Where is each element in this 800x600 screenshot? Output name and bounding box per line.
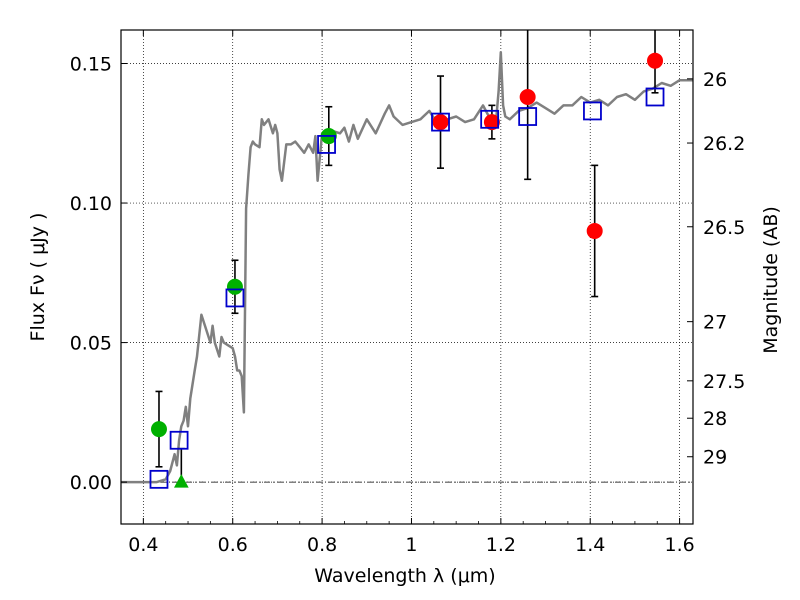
red-data-point	[432, 114, 449, 131]
magnitude-tick-label: 28	[703, 408, 727, 430]
magnitude-tick-label: 26.5	[703, 217, 745, 239]
model-square-marker	[225, 288, 245, 308]
model-square-marker	[518, 107, 538, 126]
x-tick-label: 1.6	[664, 534, 694, 556]
y-tick-label: 0.05	[70, 333, 112, 355]
red-data-point	[647, 52, 664, 69]
x-tick-label: 1.4	[575, 534, 605, 556]
magnitude-axis-label: Magnitude (AB)	[760, 206, 782, 354]
magnitude-tick-label: 26	[703, 69, 727, 91]
model-square-marker	[645, 87, 665, 107]
model-spectrum-line	[121, 51, 693, 484]
red-data-point	[519, 88, 536, 105]
magnitude-tick-label: 26.2	[703, 133, 745, 155]
y-tick-label: 0.00	[70, 472, 112, 494]
model-square-marker	[149, 469, 169, 489]
model-square-marker	[583, 101, 602, 121]
x-tick-label: 0.6	[218, 534, 248, 556]
model-square-marker	[317, 135, 336, 154]
model-square-marker	[169, 430, 189, 450]
green-data-point	[226, 278, 243, 295]
model-square-marker	[480, 109, 500, 129]
y-tick-label: 0.10	[70, 193, 112, 215]
grid-lines	[121, 30, 693, 524]
plot-frame	[120, 29, 694, 525]
red-data-point	[483, 114, 500, 131]
x-tick-label: 0.4	[128, 534, 158, 556]
magnitude-tick-label: 27.5	[703, 371, 745, 393]
upper-limit-triangle-marker	[173, 474, 189, 488]
magnitude-tick-label: 27	[703, 312, 727, 334]
x-axis-label: Wavelength λ (μm)	[314, 565, 495, 587]
red-data-point	[586, 222, 603, 239]
model-square-marker	[431, 112, 450, 132]
magnitude-axis-ticks: 26 26.2 26.5 27 27.5 28 29	[687, 69, 745, 469]
x-tick-label: 1.2	[486, 534, 516, 556]
data-markers	[149, 52, 665, 489]
y-axis-label: Flux Fν ( μJy )	[27, 213, 49, 342]
y-tick-label: 0.15	[70, 53, 112, 75]
x-tick-label: 1	[405, 534, 417, 556]
magnitude-tick-label: 29	[703, 447, 727, 469]
x-axis-ticks: 0.4 0.6 0.8 1 1.2 1.4 1.6	[120, 30, 695, 556]
x-tick-label: 0.8	[307, 534, 337, 556]
green-data-point	[150, 421, 167, 438]
y-axis-ticks: 0.00 0.05 0.10 0.15	[70, 53, 127, 494]
